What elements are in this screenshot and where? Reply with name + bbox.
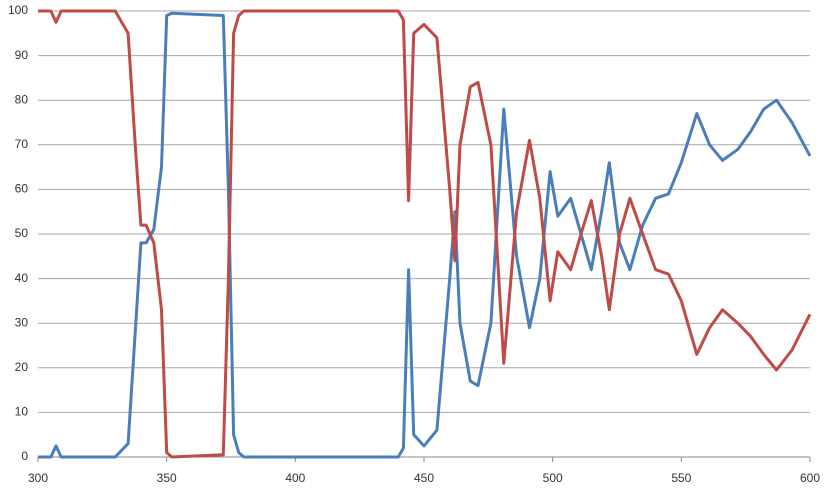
y-tick-label: 0	[21, 449, 28, 463]
x-tick-label: 300	[28, 471, 48, 485]
y-tick-label: 70	[15, 137, 29, 151]
x-tick-label: 500	[543, 471, 563, 485]
x-tick-label: 450	[414, 471, 434, 485]
y-tick-label: 40	[15, 271, 29, 285]
y-tick-label: 80	[15, 92, 29, 106]
y-tick-label: 100	[8, 3, 28, 17]
x-tick-label: 400	[285, 471, 305, 485]
y-tick-label: 50	[15, 226, 29, 240]
series-line	[38, 11, 812, 459]
x-tick-label: 600	[800, 471, 820, 485]
x-tick-label: 550	[671, 471, 691, 485]
x-tick-label: 350	[157, 471, 177, 485]
series-line	[38, 9, 812, 459]
y-tick-label: 20	[15, 360, 29, 374]
y-tick-label: 60	[15, 182, 29, 196]
y-tick-label: 10	[15, 405, 29, 419]
y-tick-label: 30	[15, 315, 29, 329]
y-tick-label: 90	[15, 48, 29, 62]
